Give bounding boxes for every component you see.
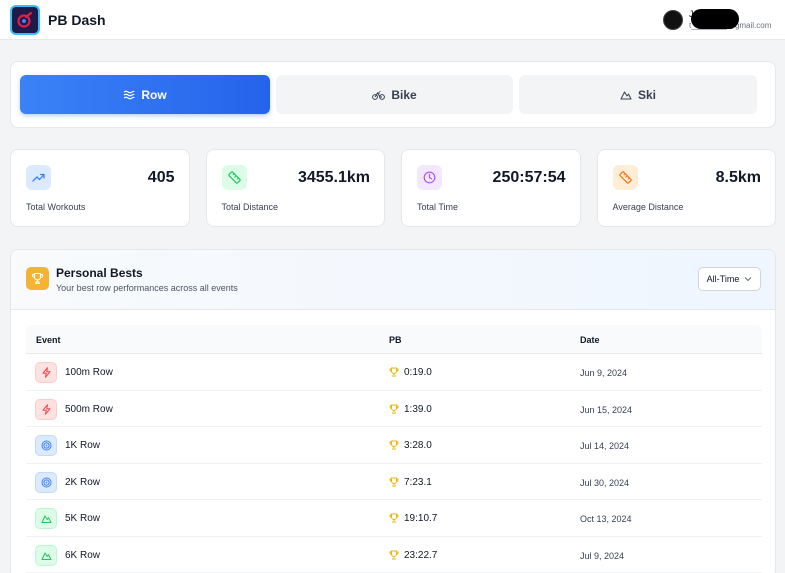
stat-label: Total Workouts bbox=[26, 202, 86, 212]
table-row[interactable]: 1K Row 3:28.0 Jul 14, 2024 bbox=[26, 427, 762, 464]
redaction-overlay bbox=[691, 8, 739, 29]
trophy-icon bbox=[389, 477, 399, 486]
stat-total-distance: 3455.1km Total Distance bbox=[205, 149, 385, 227]
time-range-select[interactable]: All-Time bbox=[698, 267, 761, 291]
trending-up-icon bbox=[26, 165, 51, 190]
mountain-icon bbox=[35, 544, 57, 566]
personal-bests-table: Event PB Date 100m Row 0:19.0 Jun 9, 202… bbox=[26, 325, 762, 573]
personal-bests-header: Personal Bests Your best row performance… bbox=[11, 250, 775, 310]
pb-date: Jul 14, 2024 bbox=[580, 441, 630, 451]
stat-average-distance: 8.5km Average Distance bbox=[596, 149, 776, 227]
user-menu[interactable]: Jacob B t________@gmail.com bbox=[663, 7, 771, 33]
personal-bests-card: Personal Bests Your best row performance… bbox=[10, 249, 776, 573]
pb-value: 7:23.1 bbox=[404, 476, 432, 488]
tab-row-label: Row bbox=[141, 87, 167, 102]
stats-row: 405 Total Workouts 3455.1km Total Distan… bbox=[10, 149, 776, 227]
app-logo[interactable] bbox=[10, 4, 40, 35]
target-icon bbox=[35, 435, 57, 456]
tab-ski[interactable]: Ski bbox=[519, 75, 757, 114]
tab-bike[interactable]: Bike bbox=[276, 75, 513, 114]
pb-value: 1:39.0 bbox=[404, 403, 432, 415]
column-pb[interactable]: PB bbox=[389, 335, 402, 345]
sport-tabs: Row Bike Ski bbox=[10, 61, 776, 128]
event-name: 2K Row bbox=[65, 476, 101, 488]
column-event[interactable]: Event bbox=[36, 335, 61, 345]
personal-bests-title: Personal Bests bbox=[56, 266, 143, 280]
event-name: 5K Row bbox=[65, 513, 101, 524]
time-range-value: All-Time bbox=[706, 274, 740, 284]
zap-icon bbox=[35, 362, 57, 383]
zap-icon bbox=[35, 398, 57, 420]
event-name: 100m Row bbox=[65, 367, 113, 378]
stat-label: Average Distance bbox=[612, 202, 684, 212]
mountain-icon bbox=[35, 508, 57, 529]
pb-date: Oct 13, 2024 bbox=[580, 514, 632, 524]
stat-label: Total Time bbox=[417, 202, 459, 212]
event-name: 1K Row bbox=[65, 440, 101, 451]
trophy-icon bbox=[389, 404, 399, 413]
pb-value: 19:10.7 bbox=[404, 513, 438, 524]
app-header: PB Dash Jacob B t________@gmail.com bbox=[0, 0, 785, 40]
pb-value: 0:19.0 bbox=[404, 367, 432, 378]
table-row[interactable]: 2K Row 7:23.1 Jul 30, 2024 bbox=[26, 464, 762, 500]
table-row[interactable]: 6K Row 23:22.7 Jul 9, 2024 bbox=[26, 537, 762, 573]
ruler-icon bbox=[612, 165, 638, 190]
trophy-icon bbox=[389, 513, 399, 523]
stat-value: 250:57:54 bbox=[492, 169, 566, 186]
logo-icon bbox=[17, 11, 33, 28]
ruler-icon bbox=[221, 165, 247, 190]
target-icon bbox=[35, 471, 57, 493]
tab-ski-label: Ski bbox=[637, 87, 656, 102]
avatar[interactable] bbox=[663, 9, 683, 30]
pb-date: Jun 9, 2024 bbox=[580, 368, 628, 378]
table-row[interactable]: 5K Row 19:10.7 Oct 13, 2024 bbox=[26, 500, 762, 537]
event-name: 500m Row bbox=[65, 403, 113, 415]
stat-value: 405 bbox=[147, 169, 175, 186]
personal-bests-subtitle: Your best row performances across all ev… bbox=[56, 283, 238, 293]
pb-value: 23:22.7 bbox=[404, 549, 438, 561]
clock-icon bbox=[417, 165, 442, 190]
stat-value: 3455.1km bbox=[297, 169, 370, 186]
trophy-icon bbox=[389, 440, 399, 450]
table-header: Event PB Date bbox=[26, 325, 762, 354]
trophy-icon bbox=[26, 267, 49, 290]
stat-value: 8.5km bbox=[715, 169, 761, 186]
chevron-down-icon bbox=[744, 277, 752, 282]
stat-total-time: 250:57:54 Total Time bbox=[401, 149, 581, 227]
pb-value: 3:28.0 bbox=[404, 440, 432, 451]
table-row[interactable]: 100m Row 0:19.0 Jun 9, 2024 bbox=[26, 354, 762, 391]
column-date[interactable]: Date bbox=[580, 335, 600, 345]
pb-date: Jun 15, 2024 bbox=[580, 404, 633, 415]
trophy-icon bbox=[389, 367, 399, 377]
event-name: 6K Row bbox=[65, 549, 101, 561]
pb-date: Jul 9, 2024 bbox=[580, 550, 625, 561]
stat-label: Total Distance bbox=[221, 202, 279, 212]
table-row[interactable]: 500m Row 1:39.0 Jun 15, 2024 bbox=[26, 391, 762, 427]
tab-row[interactable]: Row bbox=[20, 75, 270, 114]
tab-bike-label: Bike bbox=[391, 87, 417, 102]
stat-total-workouts: 405 Total Workouts bbox=[10, 149, 190, 227]
pb-date: Jul 30, 2024 bbox=[580, 477, 630, 488]
waves-icon bbox=[123, 90, 135, 99]
app-title: PB Dash bbox=[48, 11, 106, 28]
trophy-icon bbox=[389, 550, 399, 559]
mountain-icon bbox=[620, 91, 632, 99]
bike-icon bbox=[372, 90, 386, 100]
